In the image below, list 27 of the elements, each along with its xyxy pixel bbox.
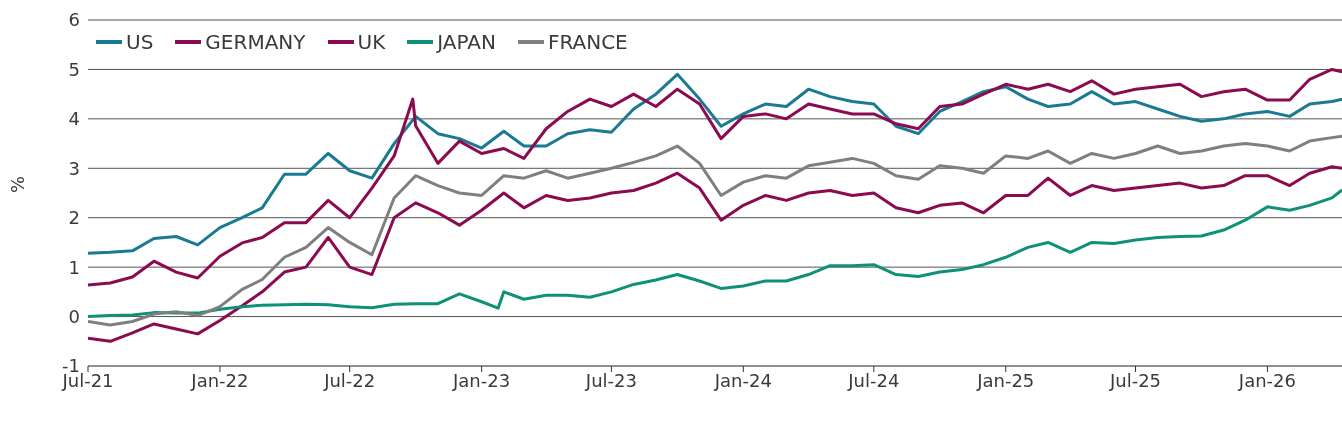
x-tick-label: Jan-23 bbox=[452, 369, 511, 391]
x-tick-label: Jul-23 bbox=[584, 369, 637, 391]
x-tick-label: Jan-22 bbox=[190, 369, 249, 391]
x-tick-label: Jan-24 bbox=[713, 369, 772, 391]
y-tick-label: 2 bbox=[68, 207, 80, 229]
x-tick-label: Jan-26 bbox=[1237, 369, 1297, 391]
y-tick-label: 1 bbox=[68, 256, 80, 278]
y-axis-title: % bbox=[7, 175, 29, 193]
line-series bbox=[88, 67, 1342, 287]
line-series bbox=[88, 134, 1342, 327]
x-tick-label: Jul-24 bbox=[847, 369, 900, 391]
y-tick-label: 6 bbox=[68, 9, 80, 31]
legend-label: GERMANY bbox=[205, 30, 306, 54]
line-series bbox=[88, 188, 1342, 319]
line-series bbox=[88, 72, 1342, 255]
legend-label: FRANCE bbox=[547, 30, 628, 54]
x-tick-label: Jul-25 bbox=[1108, 369, 1162, 391]
y-tick-label: 3 bbox=[68, 157, 80, 179]
y-tick-label: 4 bbox=[68, 108, 80, 130]
legend-label: JAPAN bbox=[437, 30, 496, 54]
y-tick-label: 0 bbox=[68, 305, 80, 327]
legend-label: US bbox=[126, 30, 154, 54]
y-tick-label: 5 bbox=[68, 58, 80, 80]
legend-label: UK bbox=[357, 30, 386, 54]
line-series bbox=[88, 165, 1342, 343]
x-tick-label: Jul-22 bbox=[323, 369, 376, 391]
x-tick-label: Jan-25 bbox=[976, 369, 1035, 391]
